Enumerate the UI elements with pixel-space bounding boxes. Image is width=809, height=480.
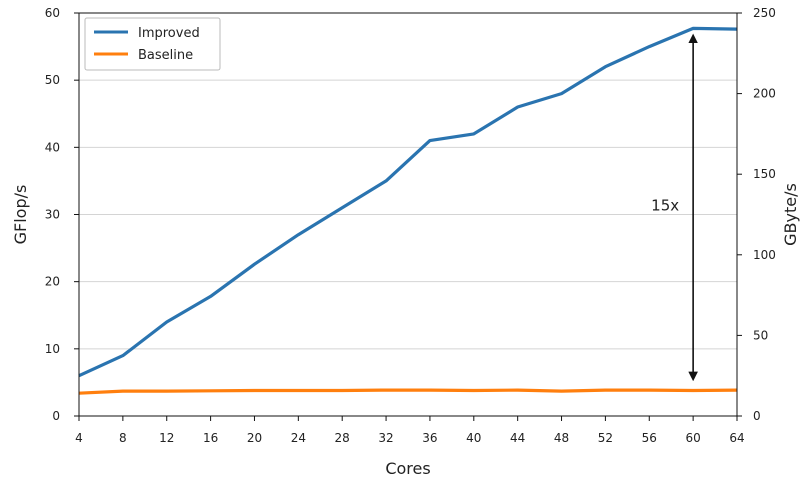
x-tick-label-4: 4 bbox=[75, 431, 83, 445]
y-tick-label-10: 10 bbox=[45, 342, 60, 356]
x-tick-label-36: 36 bbox=[422, 431, 437, 445]
legend: Improved Baseline bbox=[84, 17, 221, 71]
x-tick-label-24: 24 bbox=[291, 431, 306, 445]
series-line-improved bbox=[78, 26, 738, 378]
y-axis-right-title: GByte/s bbox=[781, 183, 800, 246]
fifteen-x-label: 15x bbox=[651, 196, 679, 214]
x-tick-label-44: 44 bbox=[510, 431, 525, 445]
y-tick-label-50: 50 bbox=[45, 73, 60, 87]
legend-label-improved: Improved bbox=[138, 26, 200, 41]
x-tick-label-32: 32 bbox=[378, 431, 393, 445]
y2-tick-label-150: 150 bbox=[753, 167, 776, 181]
y-tick-label-40: 40 bbox=[45, 140, 60, 154]
series-line-baseline bbox=[78, 388, 738, 395]
y2-tick-label-100: 100 bbox=[753, 248, 776, 262]
y-axis-left-title: GFlop/s bbox=[11, 185, 30, 245]
annotation: 15x bbox=[651, 33, 698, 382]
x-tick-label-8: 8 bbox=[119, 431, 127, 445]
y2-tick-label-50: 50 bbox=[753, 328, 768, 342]
x-tick-label-60: 60 bbox=[685, 431, 700, 445]
legend-label-baseline: Baseline bbox=[138, 48, 193, 63]
x-tick-label-56: 56 bbox=[642, 431, 657, 445]
x-tick-label-52: 52 bbox=[598, 431, 613, 445]
x-tick-label-12: 12 bbox=[159, 431, 174, 445]
gridlines bbox=[79, 12, 737, 417]
x-tick-label-16: 16 bbox=[203, 431, 218, 445]
y-axis-left-ticks: 0 10 20 30 40 50 60 bbox=[45, 6, 79, 423]
x-tick-label-48: 48 bbox=[554, 431, 569, 445]
y-tick-label-30: 30 bbox=[45, 208, 60, 222]
y2-tick-label-200: 200 bbox=[753, 87, 776, 101]
x-axis-ticks: 4 8 12 16 20 24 28 32 36 40 44 48 52 56 60 64 bbox=[75, 416, 745, 445]
x-tick-label-64: 64 bbox=[729, 431, 744, 445]
x-tick-label-28: 28 bbox=[335, 431, 350, 445]
y-axis-right-ticks: 0 50 100 150 200 250 bbox=[737, 6, 776, 423]
series-lines bbox=[78, 26, 738, 395]
y-tick-label-0: 0 bbox=[52, 409, 60, 423]
y-tick-label-60: 60 bbox=[45, 6, 60, 20]
y2-tick-label-250: 250 bbox=[753, 6, 776, 20]
x-axis-title: Cores bbox=[385, 459, 430, 478]
y-tick-label-20: 20 bbox=[45, 275, 60, 289]
x-tick-label-20: 20 bbox=[247, 431, 262, 445]
x-tick-label-40: 40 bbox=[466, 431, 481, 445]
y2-tick-label-0: 0 bbox=[753, 409, 761, 423]
